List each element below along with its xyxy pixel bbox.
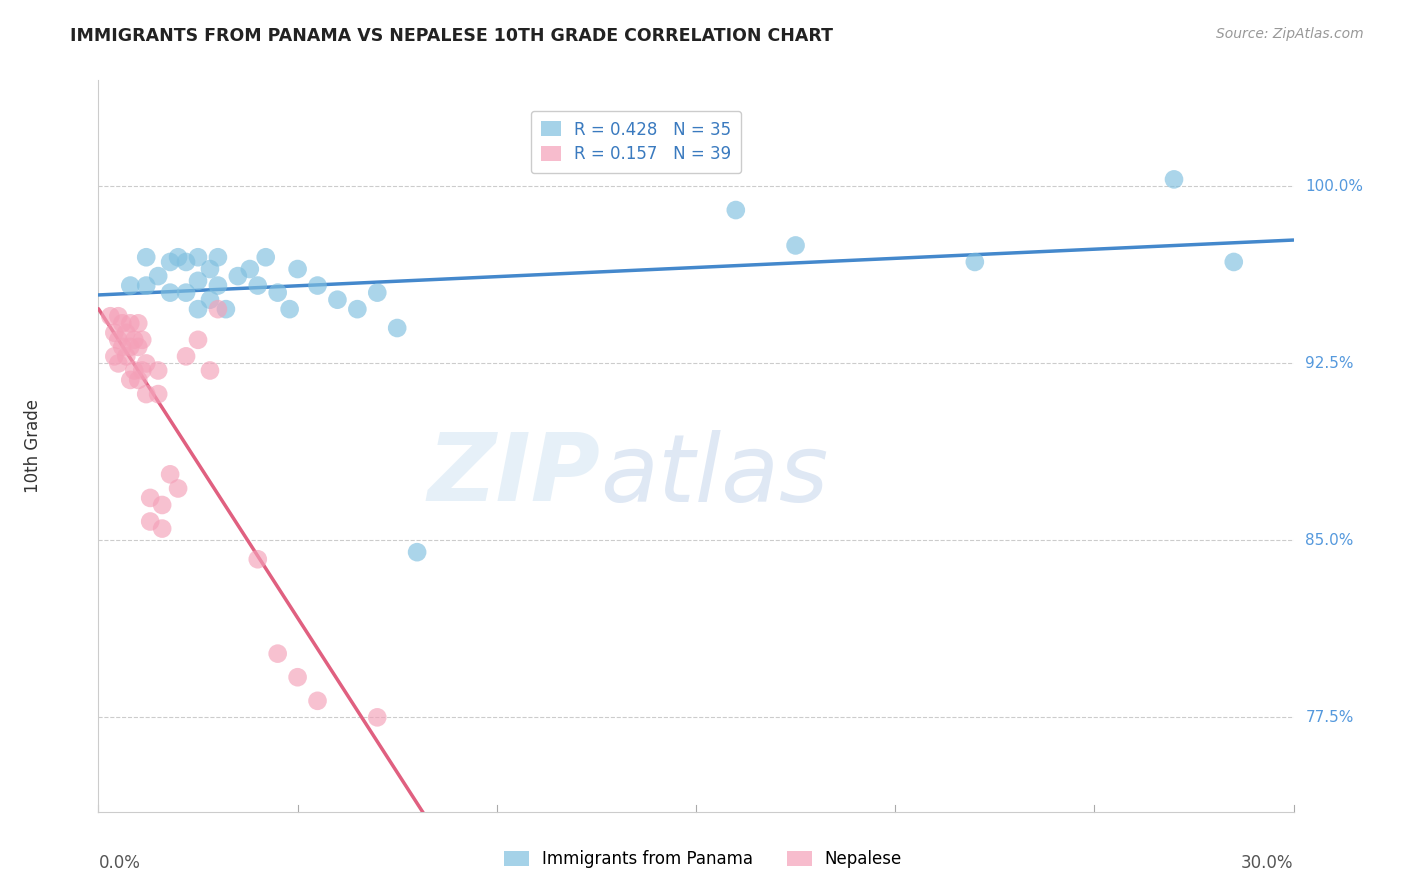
Text: 85.0%: 85.0% (1306, 533, 1354, 548)
Text: 100.0%: 100.0% (1306, 179, 1364, 194)
Point (107, 333, 129, 347)
Point (187, 274, 209, 288)
Point (150, 522, 173, 536)
Point (131, 333, 153, 347)
Point (1223, 255, 1246, 269)
Point (1163, 172, 1185, 186)
Point (135, 387, 157, 401)
Point (148, 363, 170, 377)
Point (150, 498, 173, 512)
Point (246, 278, 269, 293)
Point (215, 302, 238, 317)
Point (278, 302, 301, 317)
Point (307, 278, 329, 293)
Point (187, 333, 209, 347)
Point (103, 349, 125, 363)
Point (174, 255, 197, 269)
Point (120, 316, 142, 330)
Point (346, 302, 368, 317)
Point (111, 340, 134, 354)
Point (139, 491, 162, 505)
Legend: R = 0.428   N = 35, R = 0.157   N = 39: R = 0.428 N = 35, R = 0.157 N = 39 (531, 111, 741, 173)
Point (174, 285, 197, 300)
Point (406, 545, 429, 559)
Point (131, 363, 153, 377)
Point (167, 250, 190, 264)
Point (115, 349, 138, 363)
Text: IMMIGRANTS FROM PANAMA VS NEPALESE 10TH GRADE CORRELATION CHART: IMMIGRANTS FROM PANAMA VS NEPALESE 10TH … (70, 27, 834, 45)
Point (135, 250, 157, 264)
Point (159, 255, 181, 269)
Point (107, 356, 129, 370)
Point (307, 694, 329, 708)
Point (127, 316, 149, 330)
Point (174, 349, 197, 363)
Point (207, 278, 229, 293)
Point (366, 710, 388, 724)
Point (198, 262, 221, 277)
Point (124, 363, 146, 377)
Point (207, 250, 229, 264)
Point (167, 482, 190, 496)
Text: 10th Grade: 10th Grade (24, 399, 42, 493)
Point (159, 467, 181, 482)
Point (187, 302, 209, 317)
Point (287, 262, 309, 277)
Point (226, 269, 249, 284)
Point (785, 238, 807, 252)
Point (148, 269, 170, 284)
Point (98, 310, 122, 324)
Point (120, 340, 142, 354)
Point (127, 340, 149, 354)
Point (159, 285, 181, 300)
Text: 92.5%: 92.5% (1306, 356, 1354, 371)
Point (127, 373, 149, 387)
Text: ZIP: ZIP (427, 429, 600, 521)
Point (135, 356, 157, 370)
Point (103, 326, 125, 340)
Text: 0.0%: 0.0% (98, 855, 141, 872)
Point (385, 321, 409, 335)
Text: 77.5%: 77.5% (1306, 710, 1354, 725)
Point (254, 250, 277, 264)
Legend: Immigrants from Panama, Nepalese: Immigrants from Panama, Nepalese (498, 844, 908, 875)
Point (326, 293, 349, 307)
Text: atlas: atlas (600, 430, 828, 521)
Point (198, 363, 221, 377)
Point (366, 285, 388, 300)
Point (246, 552, 269, 566)
Point (287, 670, 309, 684)
Point (267, 285, 290, 300)
Text: Source: ZipAtlas.com: Source: ZipAtlas.com (1216, 27, 1364, 41)
Point (139, 515, 162, 529)
Point (148, 387, 170, 401)
Point (187, 250, 209, 264)
Point (963, 255, 986, 269)
Point (107, 310, 129, 324)
Point (198, 293, 221, 307)
Point (120, 278, 142, 293)
Point (111, 316, 134, 330)
Point (115, 326, 138, 340)
Point (207, 302, 229, 317)
Point (724, 202, 747, 217)
Point (124, 333, 146, 347)
Text: 30.0%: 30.0% (1241, 855, 1294, 872)
Point (239, 262, 262, 277)
Point (120, 373, 142, 387)
Point (267, 647, 290, 661)
Point (135, 278, 157, 293)
